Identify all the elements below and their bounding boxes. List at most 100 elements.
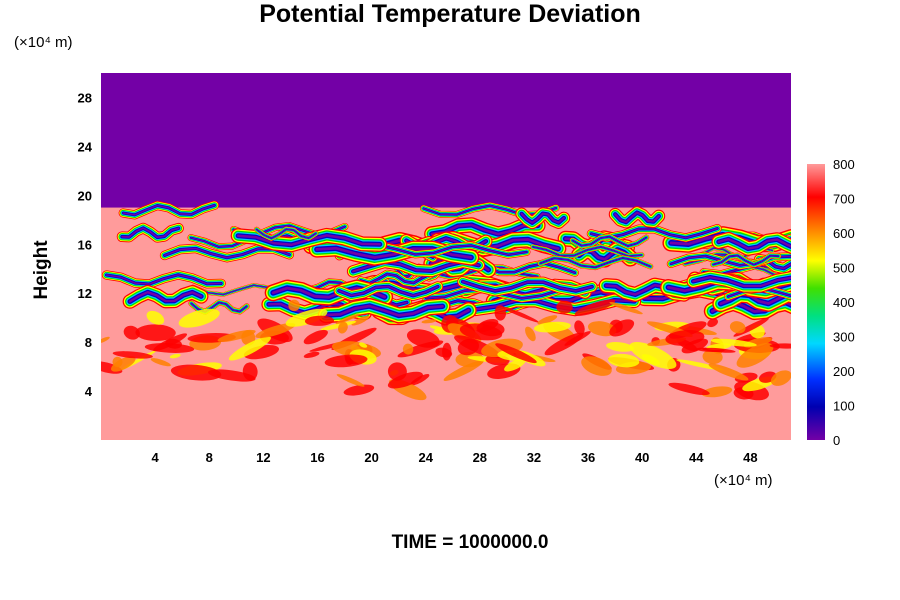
field-plume bbox=[288, 299, 300, 312]
field-plume bbox=[343, 384, 375, 396]
x-tick-label: 24 bbox=[418, 450, 433, 465]
field-plume bbox=[429, 325, 445, 331]
x-tick-label: 48 bbox=[743, 450, 757, 465]
field-plume bbox=[304, 315, 335, 326]
colorbar-tick-label: 400 bbox=[833, 295, 855, 310]
x-tick-label: 12 bbox=[256, 450, 270, 465]
y-axis-ticks: 4 8 12 16 20 24 28 bbox=[78, 90, 93, 399]
field-plume bbox=[668, 382, 710, 396]
field-plume bbox=[501, 306, 539, 323]
field-plume bbox=[681, 338, 709, 354]
y-tick-label: 20 bbox=[78, 188, 92, 203]
x-tick-label: 28 bbox=[473, 450, 487, 465]
field-plume bbox=[335, 313, 360, 325]
heatmap-field bbox=[101, 73, 791, 440]
field-plume bbox=[101, 336, 110, 344]
field-plume bbox=[135, 324, 176, 342]
time-label: TIME = 1000000.0 bbox=[391, 532, 549, 553]
field-plume bbox=[710, 338, 757, 347]
field-upper-layer bbox=[101, 73, 791, 208]
x-tick-label: 20 bbox=[364, 450, 378, 465]
field-plume bbox=[702, 349, 723, 365]
y-tick-label: 16 bbox=[78, 237, 92, 252]
field-plume bbox=[708, 363, 749, 381]
field-filament bbox=[692, 276, 791, 288]
field-plume bbox=[665, 330, 705, 346]
field-plume bbox=[324, 354, 368, 368]
y-tick-label: 24 bbox=[78, 139, 93, 154]
field-plume bbox=[320, 320, 357, 331]
field-plume bbox=[170, 364, 222, 381]
field-plume bbox=[337, 321, 348, 334]
colorbar-tick-label: 500 bbox=[833, 261, 855, 276]
field-plume bbox=[609, 301, 643, 315]
field-plume bbox=[112, 351, 153, 359]
colorbar-tick-label: 200 bbox=[833, 364, 855, 379]
field-plume bbox=[406, 329, 440, 348]
field-plume bbox=[255, 323, 296, 339]
field-plume bbox=[112, 356, 123, 368]
field-plume bbox=[150, 358, 171, 367]
x-tick-label: 16 bbox=[310, 450, 324, 465]
field-plume bbox=[533, 321, 571, 333]
colorbar-ticks: 0 100 200 300 400 500 600 700 800 bbox=[833, 157, 855, 448]
field-filament bbox=[670, 255, 791, 267]
field-plume bbox=[336, 374, 365, 387]
field-plume bbox=[770, 370, 791, 386]
field-plume bbox=[707, 318, 719, 328]
field-plume bbox=[123, 325, 140, 340]
field-plume bbox=[402, 343, 414, 355]
field-plume bbox=[609, 319, 635, 337]
y-tick-label: 8 bbox=[85, 335, 92, 350]
field-filament bbox=[539, 257, 651, 268]
y-tick-label: 28 bbox=[78, 90, 92, 105]
field-filament bbox=[430, 223, 540, 236]
field-plume bbox=[303, 351, 320, 359]
chart-title: Potential Temperature Deviation bbox=[259, 0, 641, 28]
field-filament bbox=[377, 244, 528, 256]
colorbar-tick-label: 700 bbox=[833, 192, 855, 207]
x-axis-unit: (×10⁴ m) bbox=[714, 472, 773, 489]
field-filament bbox=[532, 246, 643, 257]
y-axis-unit: (×10⁴ m) bbox=[14, 34, 73, 51]
field-plume bbox=[442, 342, 452, 361]
field-filament bbox=[751, 266, 791, 277]
field-plume bbox=[574, 320, 585, 335]
y-tick-label: 12 bbox=[78, 286, 92, 301]
field-plume bbox=[285, 308, 328, 327]
field-plume bbox=[178, 308, 220, 328]
field-plume bbox=[351, 315, 370, 326]
x-tick-label: 4 bbox=[152, 450, 160, 465]
field-plume bbox=[556, 300, 573, 314]
field-plume bbox=[111, 356, 136, 372]
field-plume bbox=[494, 305, 507, 321]
field-plume bbox=[701, 347, 736, 353]
colorbar-tick-label: 300 bbox=[833, 330, 855, 345]
x-axis-ticks: 4 8 12 16 20 24 28 32 36 40 44 48 bbox=[152, 450, 758, 465]
field-plume bbox=[144, 343, 195, 353]
field-filament bbox=[520, 212, 565, 224]
field-plume bbox=[303, 329, 328, 345]
field-plume bbox=[525, 326, 536, 342]
field-filament bbox=[324, 304, 444, 317]
field-plume bbox=[207, 369, 256, 382]
field-plume bbox=[421, 319, 437, 324]
y-tick-label: 4 bbox=[85, 384, 93, 399]
x-tick-label: 32 bbox=[527, 450, 541, 465]
field-filament bbox=[256, 228, 317, 239]
field-plume bbox=[544, 332, 584, 356]
colorbar-tick-label: 600 bbox=[833, 226, 855, 241]
field-filament bbox=[712, 255, 779, 266]
colorbar bbox=[807, 164, 825, 440]
field-filament bbox=[614, 211, 660, 224]
field-plume bbox=[729, 321, 746, 334]
field-filament bbox=[105, 274, 222, 285]
field-plume bbox=[606, 342, 634, 352]
field-plume bbox=[495, 343, 537, 364]
field-plume bbox=[574, 299, 616, 316]
colorbar-tick-label: 100 bbox=[833, 399, 855, 414]
field-plume bbox=[504, 358, 526, 372]
field-plume bbox=[169, 353, 181, 359]
x-tick-label: 40 bbox=[635, 450, 649, 465]
